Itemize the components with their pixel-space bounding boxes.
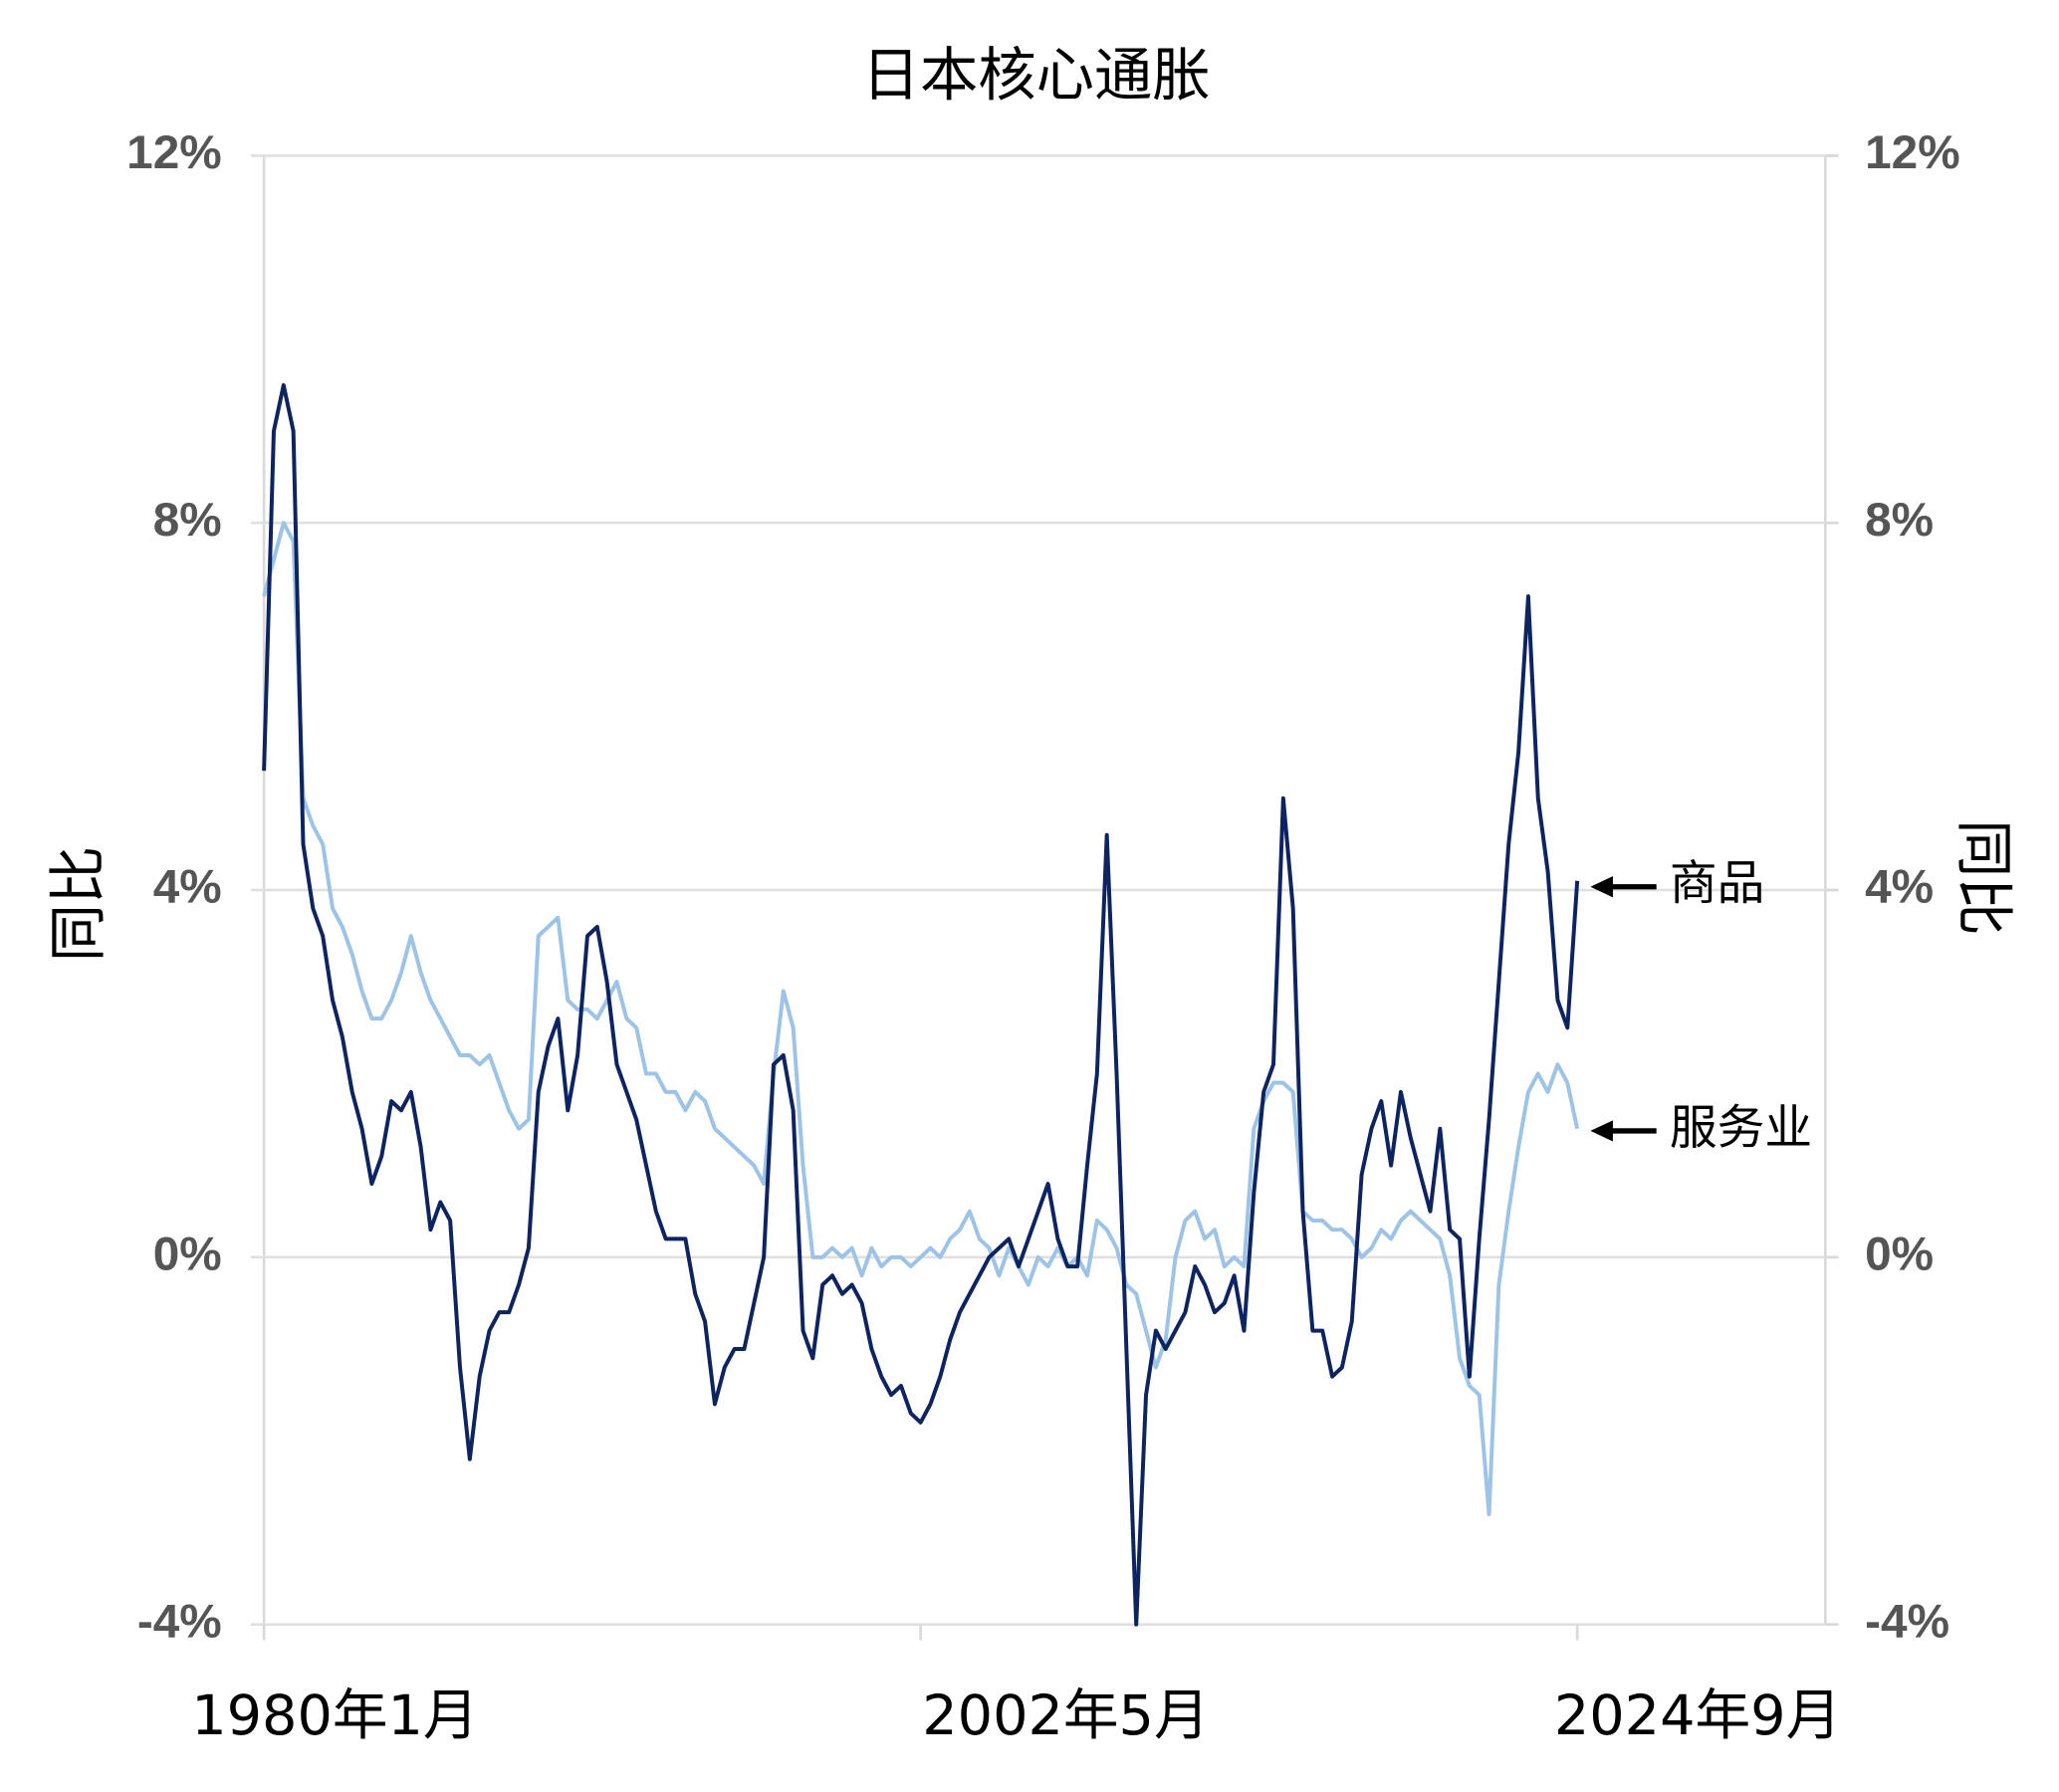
x-tick-label: 2002年5月 bbox=[922, 1683, 1209, 1748]
annotation-arrowhead bbox=[1590, 876, 1613, 898]
y2-tick-label: 0% bbox=[1865, 1228, 1934, 1280]
annotation-arrowhead bbox=[1590, 1120, 1613, 1142]
y-tick-label: 0% bbox=[153, 1228, 222, 1280]
y-tick-label: -4% bbox=[137, 1595, 222, 1648]
y-tick-label: 8% bbox=[153, 494, 222, 547]
y2-tick-label: 8% bbox=[1865, 494, 1934, 547]
legend-label: 服务业 bbox=[1670, 1101, 1812, 1156]
y-tick-label: 4% bbox=[153, 861, 222, 914]
y-axis-title: 同比 bbox=[44, 846, 112, 963]
chart-title: 日本核心通胀 bbox=[862, 42, 1211, 110]
y2-tick-label: 4% bbox=[1865, 861, 1934, 914]
y2-tick-label: -4% bbox=[1865, 1595, 1949, 1648]
y2-axis-title: 同比 bbox=[1949, 819, 2017, 936]
y-tick-label: 12% bbox=[126, 126, 222, 179]
series-line bbox=[262, 382, 1580, 1627]
legend-label: 商品 bbox=[1670, 857, 1764, 912]
y2-tick-label: 12% bbox=[1865, 126, 1960, 179]
x-tick-label: 1980年1月 bbox=[191, 1683, 478, 1748]
x-tick-label: 2024年9月 bbox=[1554, 1683, 1841, 1748]
